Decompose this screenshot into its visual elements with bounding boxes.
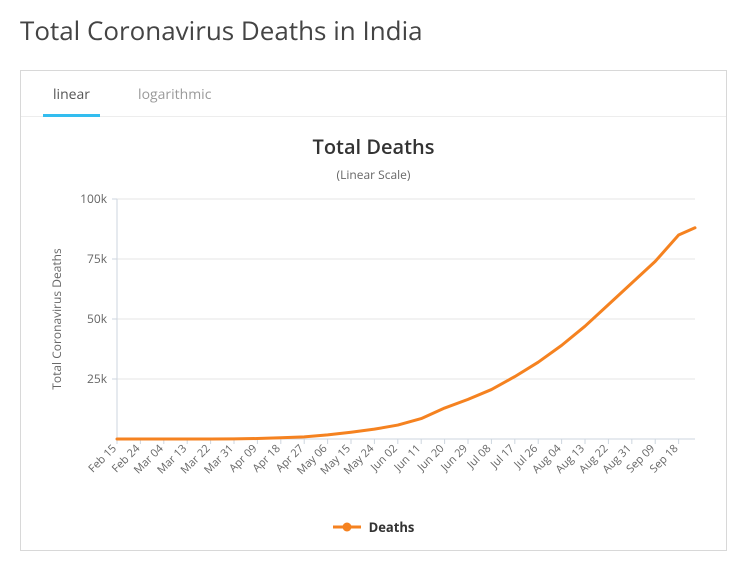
legend-label: Deaths — [369, 518, 415, 536]
svg-text:100k: 100k — [80, 190, 108, 207]
deaths-line-chart: 25k50k75k100kFeb 15Feb 24Mar 04Mar 13Mar… — [39, 189, 709, 509]
chart-title: Total Deaths — [39, 133, 708, 160]
svg-text:Total Coronavirus Deaths: Total Coronavirus Deaths — [48, 248, 65, 390]
legend-swatch-icon — [333, 520, 361, 534]
scale-tabs: linear logarithmic — [21, 71, 726, 117]
svg-text:Jul 08: Jul 08 — [463, 441, 494, 472]
chart-legend: Deaths — [39, 518, 708, 536]
tab-logarithmic[interactable]: logarithmic — [134, 71, 215, 116]
chart-card: linear logarithmic Total Deaths (Linear … — [20, 70, 727, 551]
chart-subtitle: (Linear Scale) — [39, 166, 708, 183]
svg-text:25k: 25k — [87, 370, 108, 387]
svg-text:Jul 17: Jul 17 — [487, 441, 518, 472]
svg-text:50k: 50k — [87, 310, 108, 327]
chart-area: Total Deaths (Linear Scale) 25k 50k 75k 100… — [21, 117, 726, 550]
svg-text:75k: 75k — [87, 250, 108, 267]
tab-linear[interactable]: linear — [49, 71, 94, 116]
page-title: Total Coronavirus Deaths in India — [20, 12, 727, 48]
